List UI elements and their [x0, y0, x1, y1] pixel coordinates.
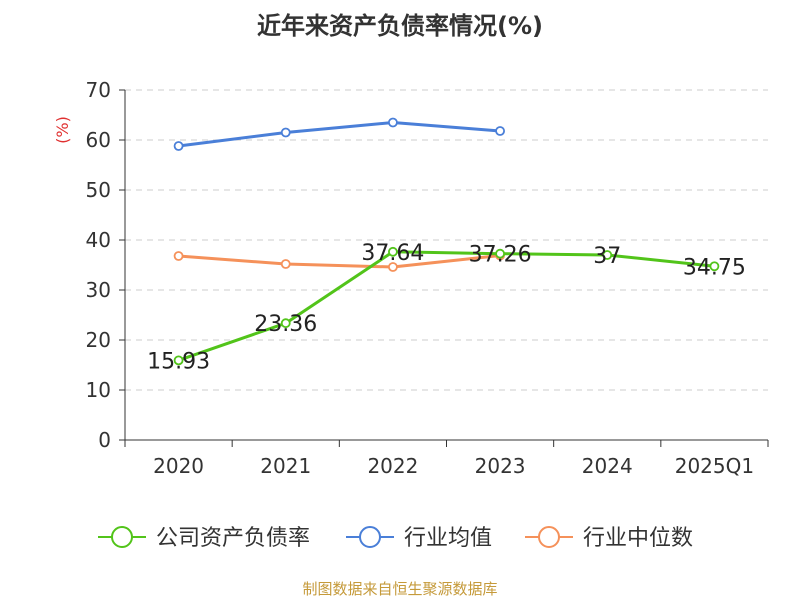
legend: 公司资产负债率 行业均值 行业中位数 — [98, 526, 693, 551]
y-tick-label: 50 — [86, 178, 111, 202]
data-point — [173, 141, 184, 151]
y-tick-label: 40 — [86, 228, 111, 252]
data-label: 37.26 — [469, 243, 532, 268]
x-tick-label: 2023 — [475, 454, 526, 478]
data-point — [602, 250, 613, 260]
y-tick-label: 10 — [86, 378, 111, 402]
legend-label: 行业中位数 — [583, 526, 693, 551]
legend-marker — [538, 526, 560, 548]
y-tick-label: 20 — [86, 328, 111, 352]
data-point — [280, 318, 291, 329]
data-label: 23.36 — [254, 312, 317, 337]
data-point — [280, 259, 291, 269]
y-tick-label: 70 — [86, 78, 111, 102]
data-point — [388, 246, 398, 257]
data-label: 37.64 — [361, 241, 424, 266]
data-point — [495, 126, 505, 136]
y-tick-label: 30 — [86, 278, 111, 302]
y-tick-label: 0 — [98, 428, 111, 452]
series-line — [178, 254, 501, 269]
axes: 0 10 20 30 40 50 60 70 2020 2021 2022 2023 2024 2025Q… — [53, 78, 769, 478]
y-tick-label: 60 — [86, 128, 111, 152]
x-tick-label: 2022 — [367, 454, 418, 478]
data-point — [173, 355, 184, 366]
legend-label: 行业均值 — [404, 526, 492, 551]
data-label: 34.75 — [683, 255, 746, 280]
data-point — [709, 261, 720, 272]
data-point — [388, 262, 398, 272]
chart-title: 近年来资产负债率情况(%) — [257, 12, 543, 40]
data-point — [495, 248, 505, 259]
x-tick-label: 2021 — [260, 454, 311, 478]
data-point — [388, 117, 398, 128]
series-line — [178, 121, 501, 148]
x-tick-label: 2025Q1 — [675, 454, 754, 478]
legend-label: 公司资产负债率 — [156, 526, 310, 551]
data-label: 15.93 — [147, 349, 210, 374]
data-label: 37 — [593, 244, 621, 269]
grid-lines — [125, 89, 768, 391]
data-point — [280, 127, 291, 138]
legend-marker — [111, 526, 133, 548]
series-layer — [173, 117, 720, 366]
y-axis-label: (%) — [53, 116, 72, 144]
data-labels: 15.93 23.36 37.64 37.26 37 34.75 — [147, 241, 746, 375]
data-point — [173, 251, 184, 261]
series-line — [178, 250, 715, 362]
x-tick-label: 2020 — [153, 454, 204, 478]
legend-marker — [359, 526, 381, 548]
source-note: 制图数据来自恒生聚源数据库 — [302, 580, 498, 598]
x-tick-label: 2024 — [582, 454, 633, 478]
